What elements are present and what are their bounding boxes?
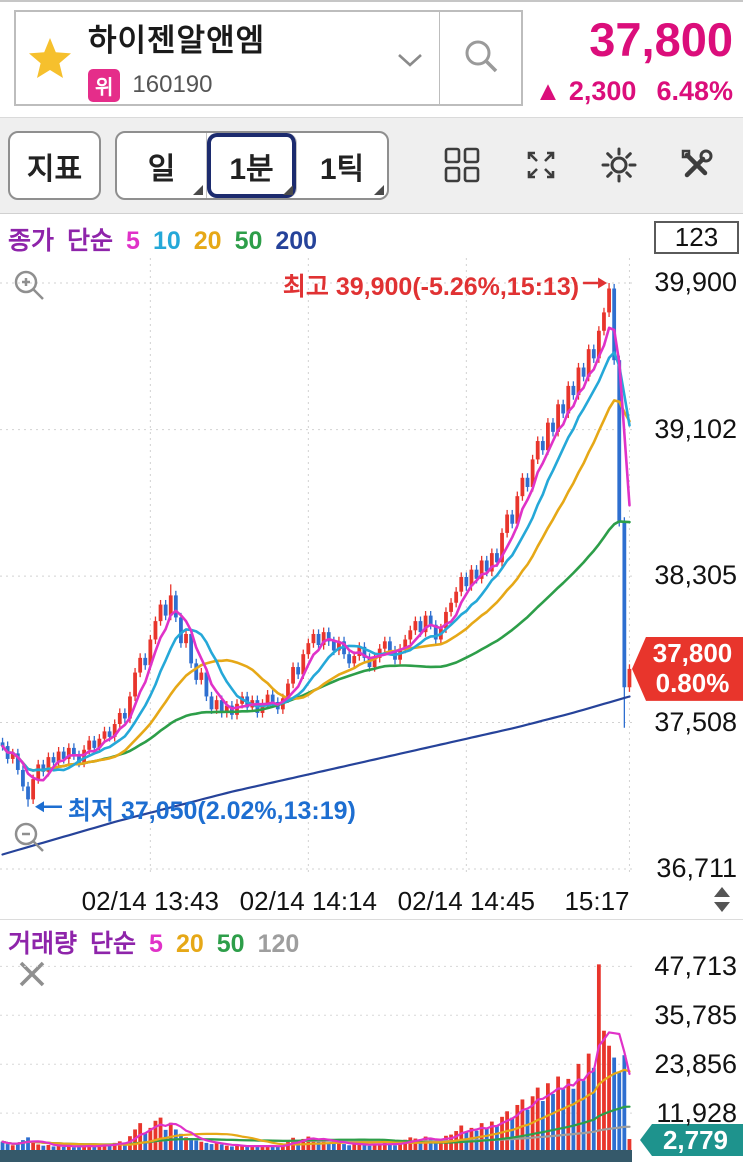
settings-icon[interactable] <box>596 142 642 188</box>
dropdown-corner-icon <box>374 185 384 195</box>
zoom-in-icon[interactable] <box>12 268 50 311</box>
market-badge: 위 <box>88 68 121 102</box>
legend-item: 5 <box>126 227 140 255</box>
y-axis-label: 38,305 <box>654 560 737 591</box>
spinner-down-icon[interactable] <box>714 902 730 912</box>
spinner-up-icon[interactable] <box>714 887 730 897</box>
axis-spinner[interactable] <box>707 887 737 917</box>
x-axis-label: 02/14 13:43 <box>81 886 220 916</box>
star-icon[interactable] <box>28 37 72 79</box>
legend-item: 20 <box>193 227 222 255</box>
search-button[interactable] <box>439 10 523 106</box>
candle-count-box[interactable]: 123 <box>654 221 739 254</box>
stock-name: 하이젠알앤엠 <box>88 22 266 58</box>
y-axis-label: 39,102 <box>654 413 737 444</box>
timeframe-group: 일 1분 1틱 <box>115 131 389 200</box>
x-axis-label: 02/14 14:14 <box>239 886 378 916</box>
timeframe-1tick[interactable]: 1틱 <box>297 133 387 198</box>
legend-item: 120 <box>257 930 300 958</box>
price-change-row: ▲ 2,300 6.48% <box>393 76 733 107</box>
volume-y-axis-label: 47,713 <box>654 951 737 982</box>
top-divider <box>0 0 743 2</box>
legend-item: 50 <box>216 930 245 958</box>
legend-item: 50 <box>234 227 263 255</box>
volume-chart-legend: 거래량 단순 5 20 50 120 <box>8 924 312 960</box>
stock-code: 160190 <box>132 71 213 98</box>
zoom-out-icon[interactable] <box>12 820 50 863</box>
grid-layout-icon[interactable] <box>439 142 485 188</box>
legend-item: 20 <box>175 930 204 958</box>
legend-item: 10 <box>152 227 181 255</box>
change-percent: 6.48% <box>656 76 733 106</box>
search-icon <box>461 36 501 81</box>
dropdown-corner-icon <box>283 185 293 195</box>
legend-item: 200 <box>275 227 318 255</box>
legend-subtitle: 단순 <box>90 930 137 958</box>
volume-y-axis-label: 23,856 <box>654 1049 737 1080</box>
legend-title: 거래량 <box>8 930 78 958</box>
expand-icon[interactable] <box>518 142 564 188</box>
indicator-button[interactable]: 지표 <box>8 131 101 200</box>
legend-item: 5 <box>149 930 163 958</box>
price-chart-canvas[interactable] <box>0 250 743 882</box>
y-axis-label: 39,900 <box>654 267 737 297</box>
volume-chart-canvas[interactable] <box>0 950 743 1162</box>
timeframe-day[interactable]: 일 <box>117 133 207 198</box>
section-divider <box>0 919 743 920</box>
x-axis-label: 15:17 <box>564 886 630 916</box>
volume-y-axis-label: 11,928 <box>656 1098 737 1129</box>
current-price-badge: 37,800 0.80% <box>632 636 743 701</box>
stock-selector[interactable]: 하이젠알앤엠 위 160190 <box>14 10 441 106</box>
legend-subtitle: 단순 <box>67 227 114 255</box>
high-price-annotation: 최고 39,900(-5.26%,15:13) <box>282 273 580 301</box>
x-axis-label: 02/14 14:45 <box>397 886 536 916</box>
chevron-down-icon[interactable] <box>397 52 423 73</box>
dropdown-corner-icon <box>193 185 203 195</box>
timeframe-1min[interactable]: 1분 <box>207 133 297 198</box>
legend-title: 종가 <box>8 227 55 255</box>
tools-icon[interactable] <box>674 142 720 188</box>
low-price-annotation: 최저 37,050(2.02%,13:19) <box>68 796 356 825</box>
y-axis-label: 36,711 <box>656 853 737 883</box>
volume-y-axis-label: 35,785 <box>654 1000 737 1031</box>
current-price: 37,800 <box>589 13 733 66</box>
change-arrow-icon: ▲ <box>534 76 562 106</box>
current-volume-badge: 2,779 <box>640 1124 743 1156</box>
change-value: 2,300 <box>568 76 637 106</box>
y-axis-label: 37,508 <box>654 706 737 737</box>
toolbar: 지표 일 1분 1틱 <box>0 117 743 214</box>
main-chart-legend: 종가 단순 5 10 20 50 200 <box>8 221 330 257</box>
